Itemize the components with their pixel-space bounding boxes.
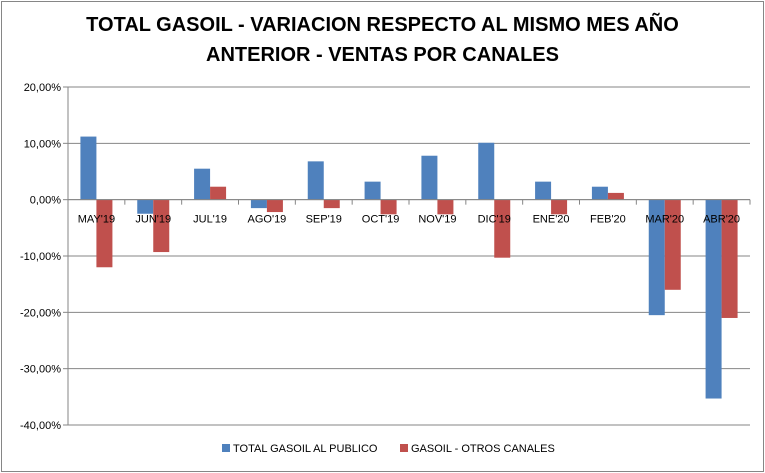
y-tick-label: -30,00% — [20, 364, 61, 376]
axes — [63, 86, 751, 426]
x-tick-label: ENE'20 — [533, 214, 570, 226]
y-tick-label: -10,00% — [20, 251, 61, 263]
bar-publico-sep19 — [307, 161, 324, 200]
y-tick-label: 20,00% — [24, 82, 62, 94]
y-tick-label: 10,00% — [24, 138, 62, 150]
x-tick-label: MAR'20 — [645, 214, 684, 226]
x-tick-label: OCT'19 — [362, 214, 400, 226]
bar-otros-oct19 — [380, 199, 397, 215]
bar-publico-abr20 — [705, 199, 722, 399]
legend-swatch — [400, 444, 408, 452]
bar-publico-nov19 — [421, 155, 438, 200]
bar-otros-feb20 — [607, 192, 624, 200]
bar-publico-oct19 — [364, 181, 381, 200]
bar-publico-jun19 — [137, 199, 154, 214]
x-tick-label: MAY'19 — [78, 214, 115, 226]
bar-publico-ene20 — [535, 181, 552, 200]
x-tick-label: SEP'19 — [306, 214, 342, 226]
y-tick-labels: 20,00% 10,00% 0,00% -10,00% -20,00% -30,00% -4… — [20, 82, 61, 432]
x-tick-label: NOV'19 — [418, 214, 456, 226]
y-tick-label: -20,00% — [20, 307, 61, 319]
bar-otros-ago19 — [266, 199, 283, 213]
bar-publico-feb20 — [591, 186, 608, 200]
x-tick-label: JUL'19 — [193, 214, 227, 226]
bar-otros-abr20 — [721, 199, 738, 318]
bar-otros-sep19 — [323, 199, 340, 209]
x-tick-label: AGO'19 — [248, 214, 287, 226]
legend-swatch — [222, 444, 230, 452]
chart-title-line-2: ANTERIOR - VENTAS POR CANALES — [206, 44, 559, 66]
x-tick-label: DIC'19 — [478, 214, 511, 226]
bar-otros-mar20 — [664, 199, 681, 290]
x-tick-label: FEB'20 — [590, 214, 626, 226]
bars — [80, 136, 738, 399]
bar-otros-dic19 — [494, 199, 511, 258]
bar-otros-may19 — [96, 199, 113, 268]
legend-label: TOTAL GASOIL AL PUBLICO — [233, 443, 378, 455]
y-tick-label: -40,00% — [20, 420, 61, 432]
bar-publico-jul19 — [194, 168, 211, 200]
legend-label: GASOIL - OTROS CANALES — [411, 443, 555, 455]
legend: TOTAL GASOIL AL PUBLICO GASOIL - OTROS CA… — [222, 443, 555, 455]
bar-otros-jul19 — [210, 186, 227, 200]
chart-title: TOTAL GASOIL - VARIACION RESPECTO AL MIS… — [0, 10, 765, 70]
x-tick-label: JUN'19 — [135, 214, 171, 226]
bar-otros-jun19 — [153, 199, 170, 253]
bar-publico-ago19 — [250, 199, 267, 209]
bar-publico-mar20 — [648, 199, 665, 316]
chart-title-line-1: TOTAL GASOIL - VARIACION RESPECTO AL MIS… — [86, 14, 679, 36]
bar-publico-dic19 — [478, 142, 495, 200]
gridlines — [68, 86, 750, 426]
bar-otros-ene20 — [551, 199, 568, 215]
x-tick-label: ABR'20 — [703, 214, 740, 226]
x-tick-labels: MAY'19 JUN'19 JUL'19 AGO'19 SEP'19 OCT'19 NOV'… — [78, 214, 740, 226]
bar-otros-nov19 — [437, 199, 454, 215]
y-tick-label: 0,00% — [30, 195, 61, 207]
bar-publico-may19 — [80, 136, 97, 200]
